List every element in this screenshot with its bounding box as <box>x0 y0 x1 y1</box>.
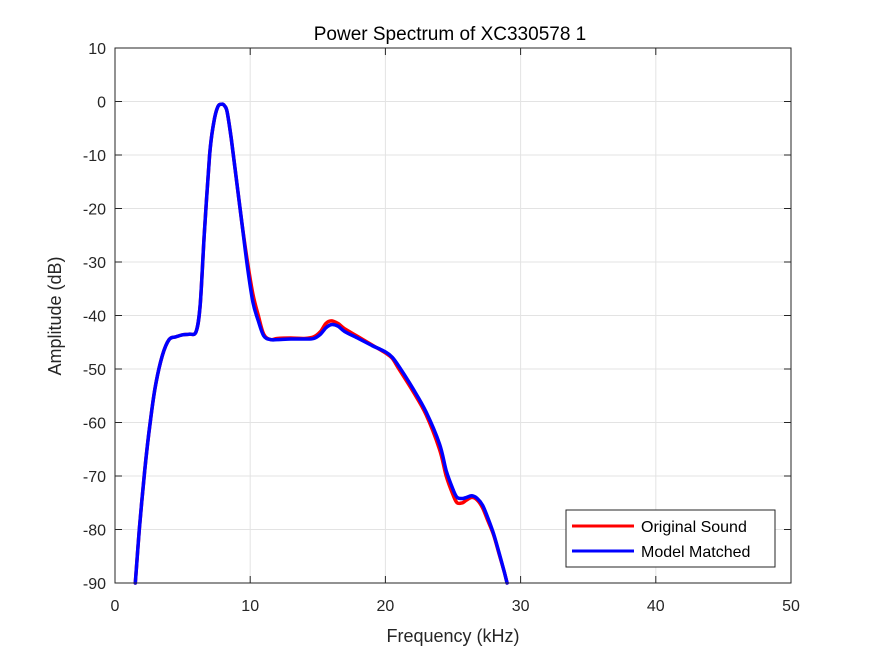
x-axis-label: Frequency (kHz) <box>386 626 519 646</box>
legend-label-model-matched: Model Matched <box>641 544 750 561</box>
y-tick-label: -10 <box>83 148 106 165</box>
series-layer <box>133 102 509 585</box>
y-tick-label: 0 <box>97 95 106 112</box>
y-tick-label: -30 <box>83 255 106 272</box>
chart-title: Power Spectrum of XC330578 1 <box>314 24 587 45</box>
x-tick-label: 50 <box>782 598 800 615</box>
y-tick-label: -80 <box>83 523 106 540</box>
grid <box>115 48 791 583</box>
y-tick-label: -50 <box>83 362 106 379</box>
ticks <box>114 47 792 584</box>
series-line-model-matched <box>133 102 509 585</box>
y-tick-label: -90 <box>83 576 106 593</box>
y-tick-label: 10 <box>88 41 106 58</box>
legend-box <box>565 509 776 568</box>
legend: Original Sound Model Matched <box>565 509 776 568</box>
x-tick-label: 10 <box>241 598 259 615</box>
x-tick-label: 30 <box>512 598 530 615</box>
y-tick-label: -60 <box>83 416 106 433</box>
x-tick-label: 0 <box>111 598 120 615</box>
y-tick-label: -40 <box>83 309 106 326</box>
y-tick-label: -20 <box>83 202 106 219</box>
y-axis-label: Amplitude (dB) <box>45 256 65 375</box>
x-tick-label: 40 <box>647 598 665 615</box>
x-tick-label: 20 <box>377 598 395 615</box>
tick-labels: 0 10 20 30 40 50 10 0 -10 -20 -30 -40 -50 -60 -70 -80 -9… <box>83 41 800 615</box>
legend-label-original-sound: Original Sound <box>641 519 747 536</box>
y-tick-label: -70 <box>83 469 106 486</box>
